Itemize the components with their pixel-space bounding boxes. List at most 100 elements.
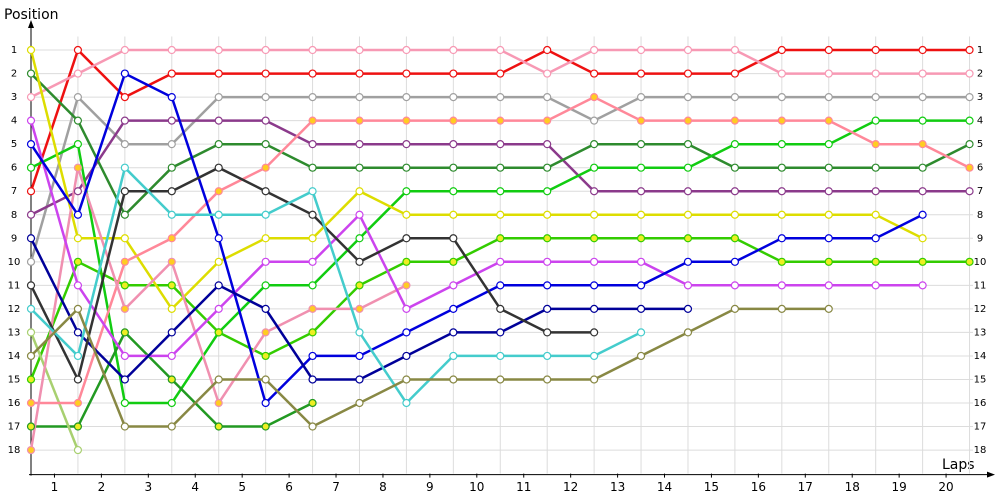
point [355,187,364,196]
point [496,45,505,55]
y-tick-label-right: 16 [974,398,987,409]
series-line [29,331,80,451]
y-tick-label-right: 14 [974,351,987,362]
x-tick-label: 12 [563,480,578,494]
point [120,234,129,243]
point [167,92,176,102]
y-tick-label: 8 [11,210,17,221]
point [590,375,599,384]
point [683,45,693,55]
point [636,163,646,172]
x-tick-label: 14 [657,480,672,494]
point [777,257,786,266]
point [167,69,176,78]
point [167,422,176,431]
point [777,304,786,313]
point [120,69,129,78]
point [73,116,83,125]
point [261,187,270,196]
point [402,140,411,149]
point [824,257,833,266]
point [214,116,223,125]
y-tick-label-right: 5 [977,139,983,150]
point [871,257,880,266]
point [777,45,786,55]
point [449,69,458,78]
point [449,92,458,102]
point [449,328,458,337]
point [26,92,36,102]
point [355,69,364,78]
point [73,234,83,243]
point [214,234,223,243]
point [871,281,880,290]
point [167,304,176,313]
point [918,234,927,243]
point [965,163,974,172]
y-tick-label: 17 [8,422,21,433]
point [214,257,223,266]
series-line [29,49,924,311]
point [120,257,129,266]
point [355,234,364,243]
point [73,210,83,219]
point [261,422,270,431]
point [918,257,927,266]
point [777,187,786,196]
point [871,234,880,243]
x-axis-arrow [987,471,995,478]
point [543,210,552,219]
point [636,92,646,102]
point [26,445,36,455]
point [683,163,693,172]
point [590,234,599,243]
series-line [30,306,829,429]
x-tick-label: 4 [191,480,199,494]
point [496,140,505,149]
y-tick-label: 6 [11,163,17,174]
point [683,328,693,337]
point [871,45,880,55]
point [636,328,646,337]
point [918,187,927,196]
point [965,69,974,78]
point [918,45,927,55]
point [777,210,786,219]
point [918,140,927,149]
series-line [30,165,642,405]
point [449,163,458,172]
point [543,257,552,266]
point [26,351,36,361]
y-tick-label: 13 [8,327,21,338]
point [965,187,974,196]
point [402,163,411,172]
point [26,187,36,196]
point [402,92,411,102]
point [355,45,364,55]
point [636,351,646,361]
point [73,281,83,290]
point [871,116,880,125]
point [777,92,786,102]
x-tick-label: 20 [938,480,953,494]
point [871,92,880,102]
point [308,187,317,196]
point [730,304,740,313]
point [543,140,552,149]
point [26,140,36,149]
point [308,234,317,243]
point [871,69,880,78]
point [167,210,176,219]
point [261,328,270,337]
point [449,281,458,290]
point [120,45,129,55]
point [636,116,646,125]
point [214,140,223,149]
point [167,140,176,149]
point [402,398,411,408]
y-tick-label: 7 [11,186,17,197]
point [590,304,599,313]
point [355,304,364,313]
point [167,163,176,172]
point [214,328,223,337]
